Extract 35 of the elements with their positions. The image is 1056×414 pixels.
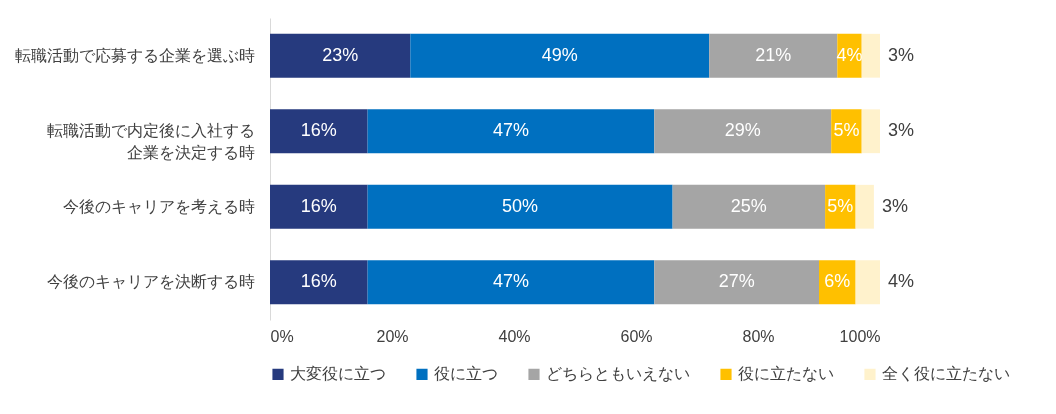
- x-tick-label: 100%: [839, 327, 881, 345]
- x-tick-label: 20%: [376, 327, 409, 345]
- y-tick-label: 転職活動で応募する企業を選ぶ時: [14, 46, 255, 64]
- data-label: 4%: [888, 271, 915, 292]
- legend-label: 全く役に立たない: [882, 365, 1010, 383]
- legend-label: 役に立つ: [434, 365, 498, 383]
- x-tick-label: 40%: [498, 327, 531, 345]
- data-label: 5%: [833, 120, 860, 141]
- data-label: 27%: [718, 271, 755, 292]
- data-label: 16%: [300, 120, 337, 141]
- y-tick-label: 今後のキャリアを決断する時: [46, 273, 255, 291]
- data-label: 21%: [755, 44, 792, 65]
- data-label: 50%: [502, 195, 539, 216]
- data-label: 49%: [541, 44, 578, 65]
- legend-label: 大変役に立つ: [290, 365, 386, 383]
- data-label: 47%: [492, 271, 529, 292]
- data-label: 3%: [881, 195, 908, 216]
- data-label: 3%: [888, 120, 915, 141]
- x-tick-label: 60%: [620, 327, 653, 345]
- legend-label: どちらともいえない: [546, 365, 690, 383]
- y-tick-label: 転職活動で内定後に入社する企業を決定する時: [46, 122, 255, 162]
- legend-label: 役に立たない: [738, 365, 834, 383]
- y-tick-label: 今後のキャリアを考える時: [62, 197, 255, 215]
- x-tick-label: 0%: [270, 327, 294, 345]
- data-label: 5%: [827, 195, 854, 216]
- data-label: 25%: [730, 195, 767, 216]
- data-label: 29%: [724, 120, 761, 141]
- data-label: 4%: [836, 44, 863, 65]
- data-label: 23%: [322, 44, 359, 65]
- data-label: 6%: [824, 271, 851, 292]
- x-tick-label: 80%: [742, 327, 775, 345]
- data-label: 3%: [888, 44, 915, 65]
- data-label: 47%: [492, 120, 529, 141]
- data-label: 16%: [300, 195, 337, 216]
- data-label: 16%: [300, 271, 337, 292]
